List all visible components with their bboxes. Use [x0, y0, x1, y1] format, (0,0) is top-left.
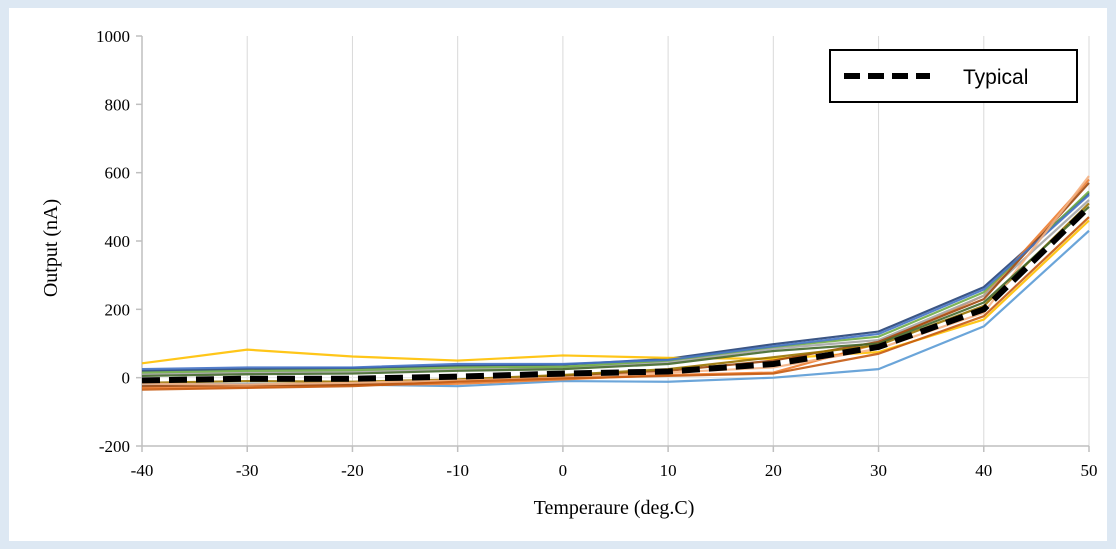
sample-series-line-11 — [141, 206, 1090, 378]
y-tick-label: 600 — [105, 164, 131, 183]
x-tick-label: 0 — [559, 461, 568, 480]
x-tick-label: -10 — [446, 461, 469, 480]
legend-label-typical: Typical — [963, 66, 1028, 89]
sample-series-line-6 — [141, 190, 1090, 374]
y-tick-label: 200 — [105, 300, 131, 319]
x-tick-labels: -40 -30 -20 -10 0 10 20 30 40 50 — [131, 461, 1098, 480]
y-tick-label: 1000 — [96, 27, 130, 46]
x-tick-label: 50 — [1081, 461, 1098, 480]
x-tick-label: 20 — [765, 461, 782, 480]
series-lines — [141, 175, 1092, 391]
sample-series-line-8 — [141, 194, 1090, 371]
y-axis-title: Output (nA) — [40, 199, 62, 297]
typical-series-line — [141, 204, 1092, 384]
sample-series-line-12 — [141, 216, 1090, 391]
y-tick-label: 800 — [105, 95, 131, 114]
x-axis-title: Temperaure (deg.C) — [534, 497, 695, 519]
sample-series-line-1 — [141, 192, 1090, 372]
legend: Typical — [829, 49, 1078, 103]
y-tick-labels: -200 0 200 400 600 800 1000 — [96, 27, 130, 456]
x-tick-label: 40 — [975, 461, 992, 480]
chart-frame: -200 0 200 400 600 800 1000 -40 -30 -20 -10 0 10 20 3… — [9, 8, 1107, 541]
line-chart: -200 0 200 400 600 800 1000 -40 -30 -20 -10 0 10 20 3… — [40, 27, 1098, 519]
x-tick-label: 30 — [870, 461, 887, 480]
y-tick-label: 400 — [105, 232, 131, 251]
legend-box — [829, 49, 1078, 103]
x-tick-label: 10 — [660, 461, 677, 480]
sample-series-line-10 — [141, 175, 1090, 386]
y-tick-label: -200 — [99, 437, 130, 456]
y-tick-label: 0 — [122, 369, 131, 388]
sample-series-line-5 — [141, 199, 1090, 376]
x-tick-label: -30 — [236, 461, 259, 480]
x-tick-label: -20 — [341, 461, 364, 480]
vertical-gridlines — [246, 36, 1090, 446]
x-tick-label: -40 — [131, 461, 154, 480]
